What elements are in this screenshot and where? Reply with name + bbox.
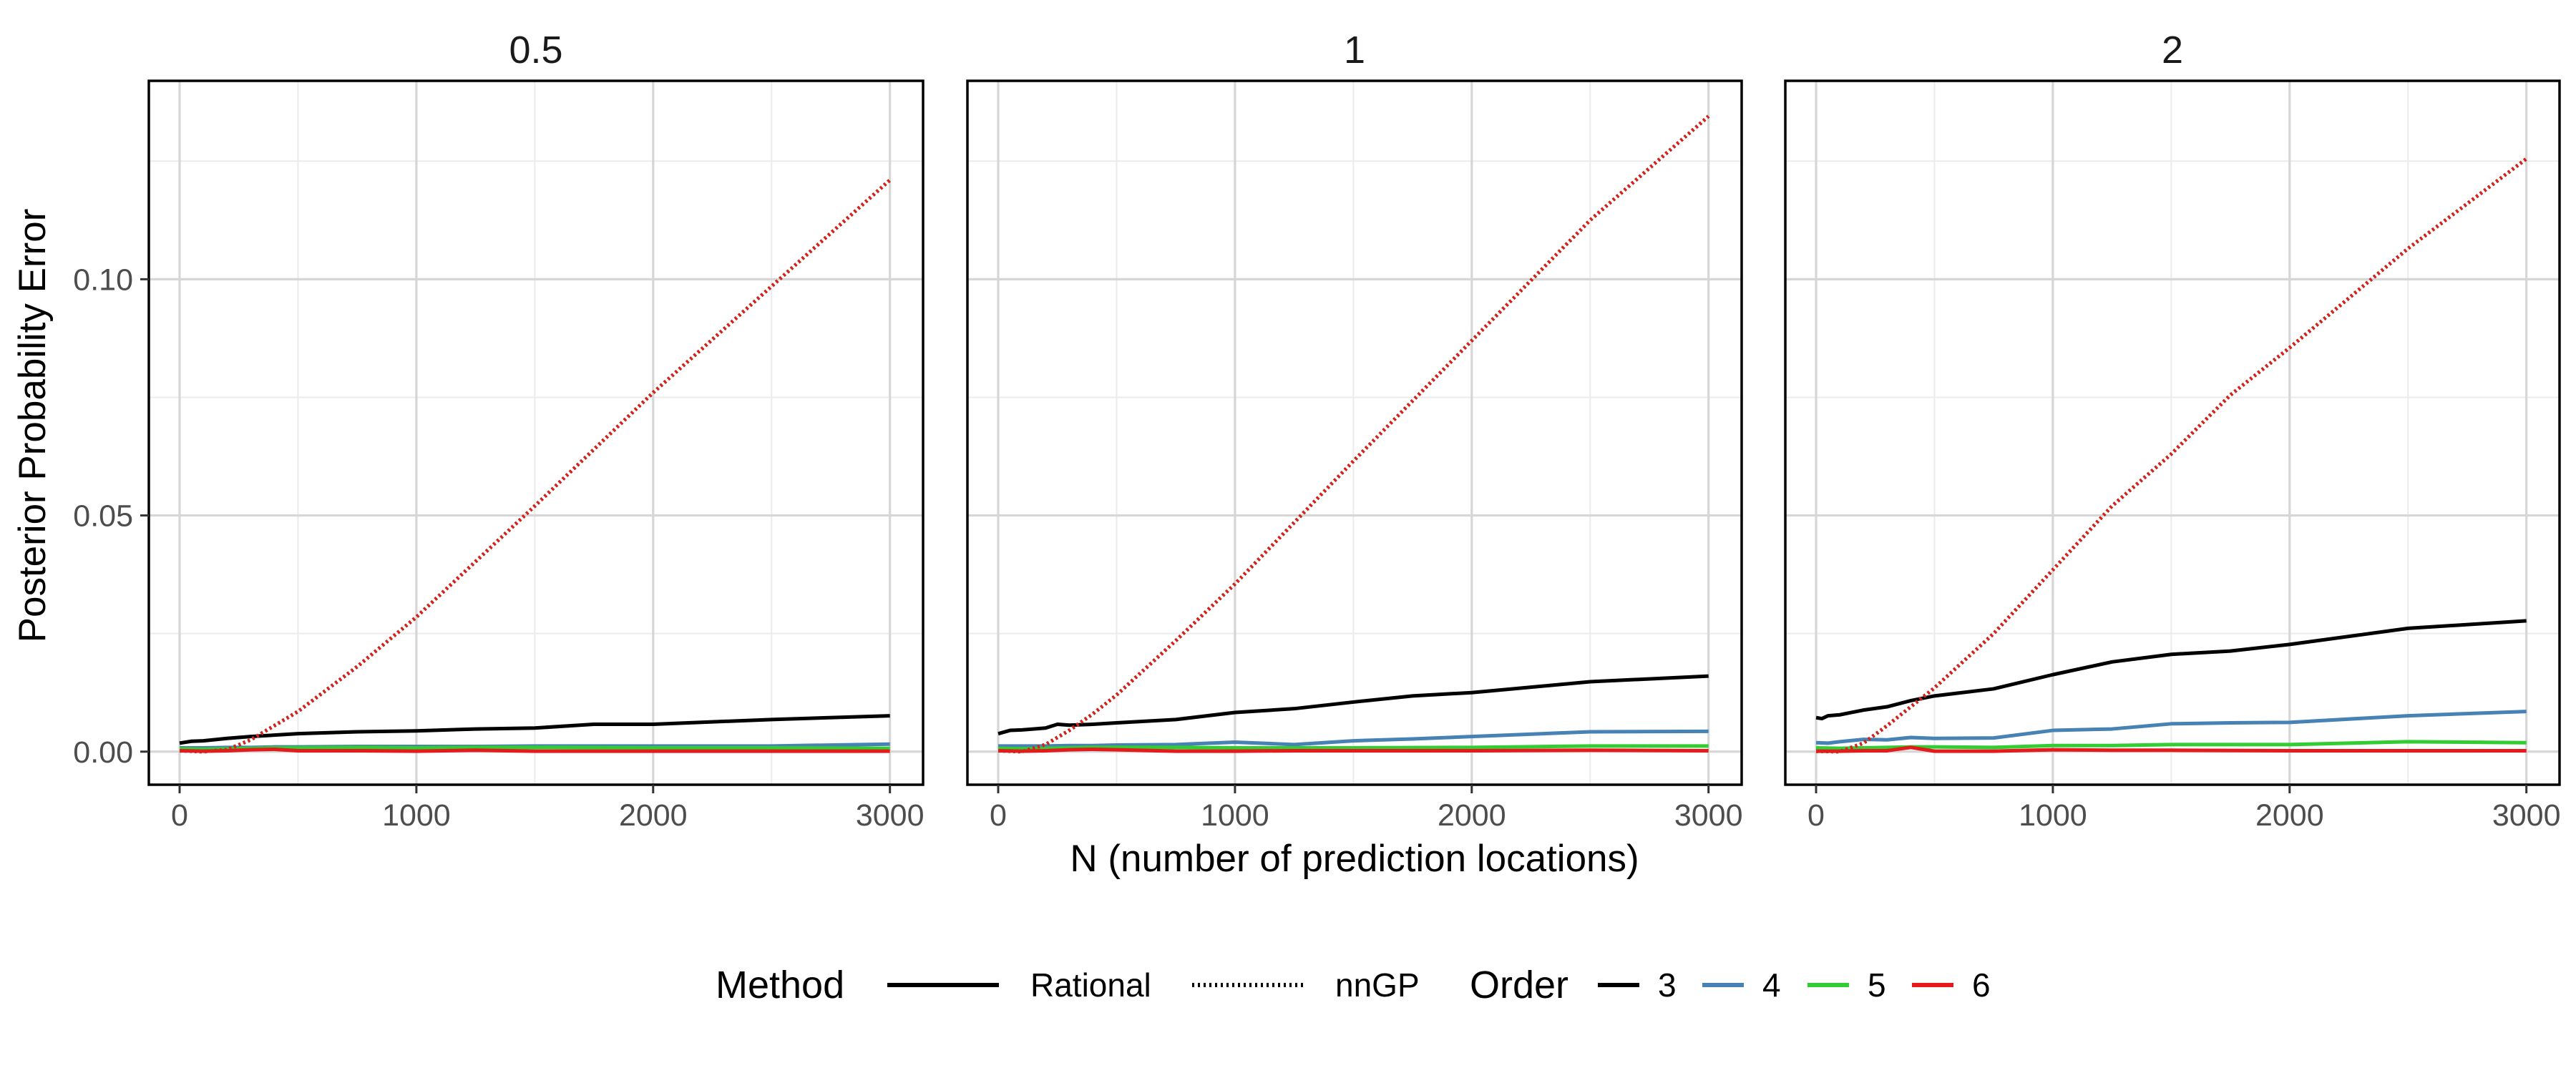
x-tick-label: 1000: [2019, 798, 2087, 833]
x-tick-label: 2000: [2255, 798, 2324, 833]
series-line-rational-order-3: [179, 714, 890, 745]
series-group: [1815, 157, 2528, 754]
legend-label-order-5: 5: [1868, 966, 1886, 1004]
panel-border: [966, 79, 1743, 786]
series-line-rational-order-3: [997, 674, 1709, 736]
y-tick-label: 0.10: [73, 263, 133, 297]
x-tick-label: 2000: [619, 798, 688, 833]
series-line-nngp-order-6: [179, 178, 892, 754]
panel-title: 0.5: [509, 29, 562, 72]
series-group: [997, 114, 1710, 754]
x-axis-title: N (number of prediction locations): [1070, 838, 1639, 880]
y-tick-label: 0.00: [73, 735, 133, 770]
x-tick-label: 0: [1807, 798, 1825, 833]
x-tick-label: 1000: [1201, 798, 1269, 833]
legend-label-nngp: nnGP: [1335, 966, 1420, 1004]
y-axis-title: Posterior Probability Error: [11, 209, 54, 643]
series-line-rational-order-5: [997, 744, 1709, 751]
series-line-rational-order-3: [1815, 619, 2527, 721]
legend-order-entries: 3 4 5 6: [1598, 966, 1991, 1004]
panel-border: [147, 79, 924, 786]
legend-label-order-6: 6: [1972, 966, 1991, 1004]
series-line-nngp-order-6: [997, 114, 1710, 754]
panel-border: [1784, 79, 2561, 786]
series-line-rational-order-5: [1815, 740, 2527, 750]
series-line-rational-order-4: [1815, 710, 2527, 745]
x-tick-label: 3000: [1674, 798, 1743, 833]
legend-label-rational: Rational: [1030, 966, 1151, 1004]
x-tick-label: 2000: [1438, 798, 1506, 833]
panels-layer: 0.5 0 1000 2000 3000 0.00 0.05 0.10 1 0 1000 2000 30…: [73, 29, 2561, 833]
panel-title: 2: [2162, 29, 2183, 72]
legend-method-title: Method: [716, 964, 844, 1006]
panel-title: 1: [1344, 29, 1365, 72]
legend-order-title: Order: [1470, 964, 1568, 1006]
x-tick-label: 1000: [382, 798, 451, 833]
series-line-rational-order-4: [998, 729, 1709, 748]
legend-label-order-3: 3: [1658, 966, 1677, 1004]
panel-2: 1 0 1000 2000 3000: [966, 29, 1743, 833]
x-tick-label: 3000: [2492, 798, 2561, 833]
series-group: [179, 178, 892, 754]
legend: Method Rational nnGP Order 3 4 5 6: [716, 964, 1991, 1006]
y-tick-label: 0.05: [73, 499, 133, 534]
panel-3: 2 0 1000 2000 3000: [1784, 29, 2561, 833]
x-tick-label: 0: [990, 798, 1007, 833]
series-line-rational-order-6: [1816, 745, 2527, 753]
x-tick-label: 0: [171, 798, 188, 833]
series-line-rational-order-6: [997, 747, 1709, 753]
panel-1: 0.5 0 1000 2000 3000 0.00 0.05 0.10: [73, 29, 924, 833]
x-tick-label: 3000: [856, 798, 924, 833]
legend-label-order-4: 4: [1762, 966, 1781, 1004]
series-line-rational-order-5: [179, 745, 890, 751]
series-line-rational-order-6: [179, 747, 890, 753]
